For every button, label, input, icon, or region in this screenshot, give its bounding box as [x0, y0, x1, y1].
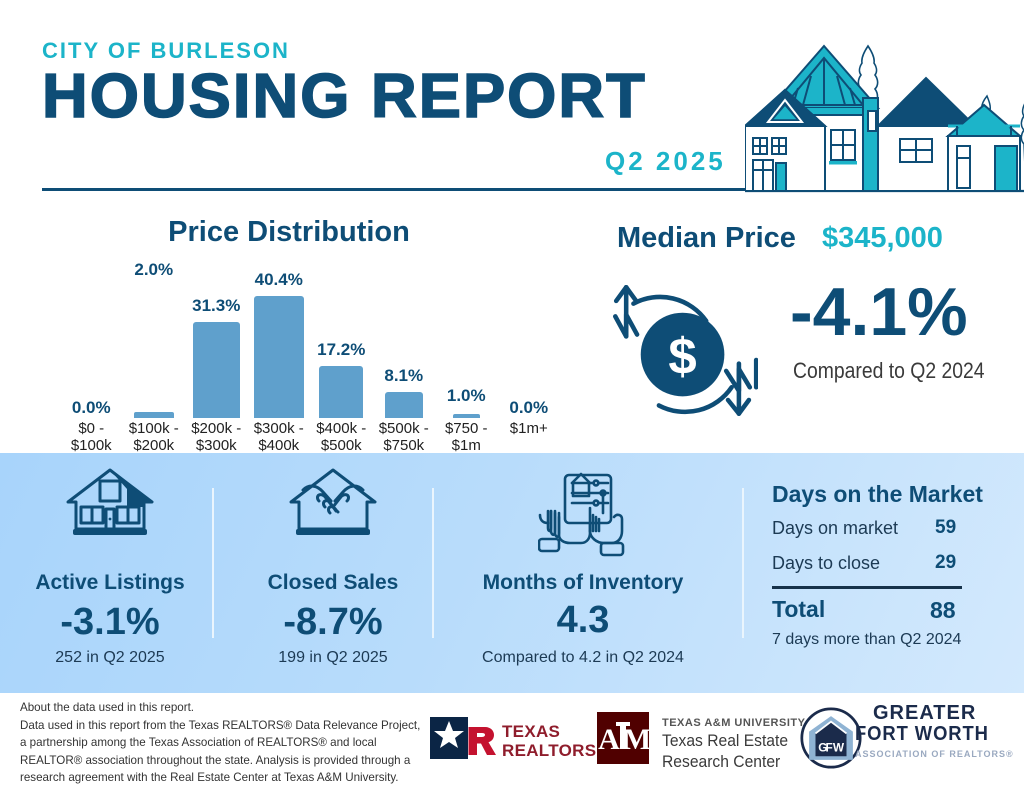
- svg-text:W: W: [833, 741, 845, 755]
- svg-text:$: $: [668, 328, 696, 385]
- svg-text:REALTORS: REALTORS: [502, 741, 596, 760]
- svg-text:F: F: [826, 741, 833, 755]
- svg-text:TEXAS: TEXAS: [502, 722, 560, 741]
- svg-text:M: M: [623, 723, 649, 756]
- svg-text:A: A: [598, 723, 620, 756]
